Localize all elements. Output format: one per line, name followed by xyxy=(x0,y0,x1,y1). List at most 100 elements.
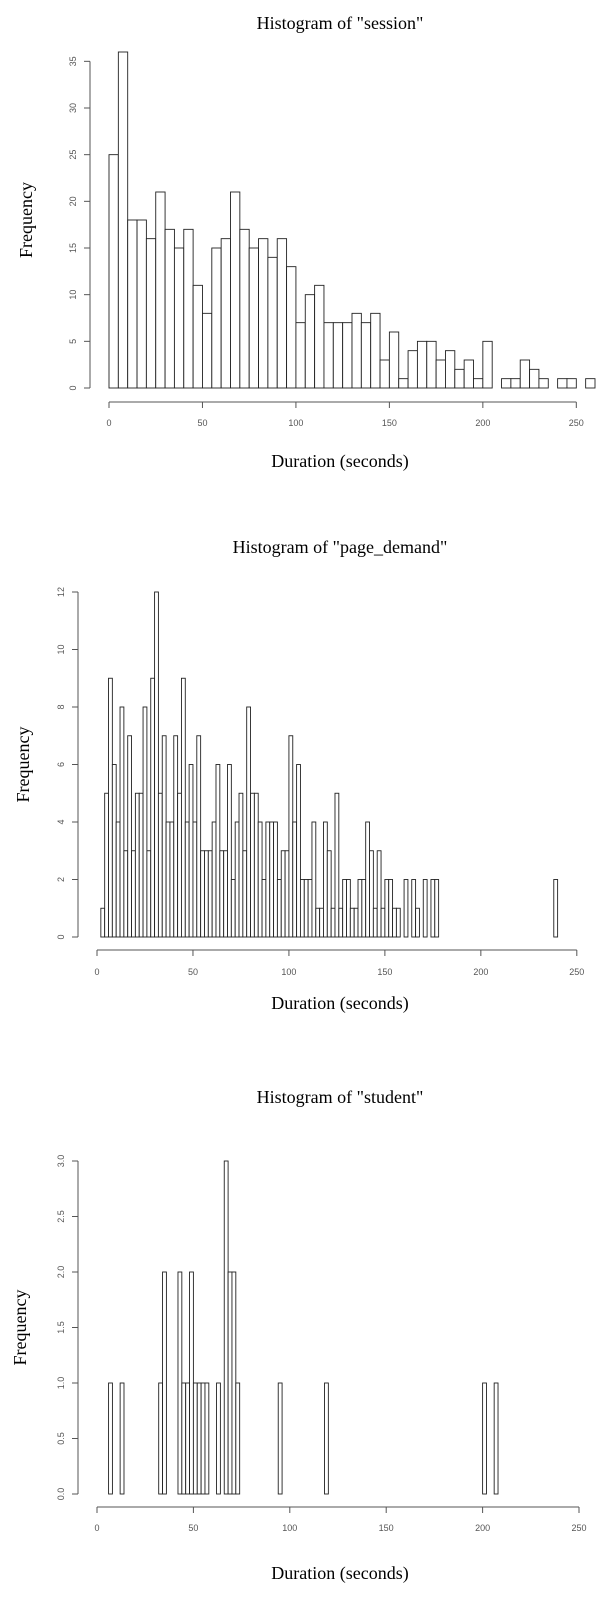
histogram-bar xyxy=(211,247,222,389)
histogram-bar xyxy=(230,879,236,938)
histogram-student-svg: Histogram of "student" Duration (seconds)… xyxy=(10,1087,587,1584)
histogram-bar xyxy=(388,879,394,938)
session-x-tick-label: 100 xyxy=(288,418,303,428)
histogram-bar xyxy=(334,792,340,938)
student-x-tick-label: 50 xyxy=(188,1523,198,1533)
histogram-bar xyxy=(398,378,409,389)
student-y-tick-label: 0.5 xyxy=(56,1432,66,1445)
histogram-bar xyxy=(353,907,359,938)
session-y-tick-label: 35 xyxy=(68,56,78,66)
histogram-bar xyxy=(553,879,559,938)
histogram-bar xyxy=(258,238,269,389)
histogram-bar xyxy=(415,907,420,938)
histogram-session: Histogram of "session" Duration (seconds)… xyxy=(0,0,616,480)
page-demand-y-axis-label: Frequency xyxy=(13,727,33,803)
student-y-tick-label: 3.0 xyxy=(56,1155,66,1168)
histogram-bar xyxy=(215,764,221,938)
histogram-bar xyxy=(250,792,255,938)
histogram-bar xyxy=(280,850,286,938)
histogram-bar xyxy=(392,907,397,938)
histogram-bar xyxy=(342,879,347,938)
student-y-tick-label: 1.0 xyxy=(56,1377,66,1390)
page-demand-x-tick-label: 200 xyxy=(473,967,488,977)
histogram-bar xyxy=(265,821,271,938)
histogram-bar xyxy=(349,907,355,938)
page-demand-title: Histogram of "page_demand" xyxy=(233,537,448,557)
histogram-bar xyxy=(307,879,313,938)
histogram-bar xyxy=(323,821,328,938)
page-demand-y-tick-label: 0 xyxy=(56,934,66,939)
histogram-bar xyxy=(216,1382,221,1495)
histogram-bar xyxy=(181,1382,187,1495)
histogram-bar xyxy=(324,1382,329,1495)
histogram-session-svg: Histogram of "session" Duration (seconds)… xyxy=(16,13,596,472)
histogram-bar xyxy=(261,879,267,938)
page-demand-y-tick-label: 4 xyxy=(56,819,66,824)
histogram-bar xyxy=(123,850,129,938)
histogram-bar xyxy=(162,1271,167,1495)
histogram-bar xyxy=(384,879,390,938)
histogram-bar xyxy=(299,879,305,938)
histogram-bar xyxy=(180,677,186,938)
histogram-bar xyxy=(411,879,417,938)
histogram-bar xyxy=(338,907,344,938)
histogram-bar xyxy=(177,1271,183,1495)
session-y-tick-label: 10 xyxy=(68,290,78,300)
histogram-bar xyxy=(108,677,113,938)
session-x-tick-label: 50 xyxy=(197,418,207,428)
session-bars xyxy=(108,51,596,389)
histogram-bar xyxy=(231,1271,237,1495)
histogram-bar xyxy=(323,322,334,389)
page-demand-y-tick-label: 10 xyxy=(56,644,66,654)
histogram-bar xyxy=(146,850,152,938)
histogram-bar xyxy=(388,331,400,389)
page-demand-y-tick-label: 6 xyxy=(56,762,66,767)
histogram-bar xyxy=(538,378,549,389)
page-demand-x-tick-label: 150 xyxy=(377,967,392,977)
histogram-bar xyxy=(519,359,531,389)
session-y-tick-label: 5 xyxy=(68,339,78,344)
histogram-bar xyxy=(104,792,109,938)
histogram-bar xyxy=(188,764,194,938)
histogram-bar xyxy=(315,907,321,938)
histogram-bar xyxy=(157,792,163,938)
student-y-axis-label: Frequency xyxy=(10,1290,30,1366)
session-y-tick-label: 30 xyxy=(68,103,78,113)
histogram-bar xyxy=(380,907,386,938)
histogram-bar xyxy=(434,879,440,938)
histogram-bar xyxy=(192,1382,198,1495)
session-x-axis-label: Duration (seconds) xyxy=(271,451,408,472)
histogram-bar xyxy=(161,735,167,938)
histogram-bar xyxy=(248,247,259,389)
histogram-bar xyxy=(184,821,190,938)
student-y-tick-label: 1.5 xyxy=(56,1321,66,1334)
histogram-bar xyxy=(219,850,225,938)
histogram-bar xyxy=(200,1382,206,1495)
histogram-bar xyxy=(196,735,202,938)
histogram-bar xyxy=(304,294,316,389)
histogram-bar xyxy=(207,850,213,938)
histogram-bar xyxy=(482,340,493,389)
page-demand-x-tick-label: 0 xyxy=(94,967,99,977)
histogram-bar xyxy=(202,312,213,389)
session-title: Histogram of "session" xyxy=(257,13,424,33)
histogram-bar xyxy=(145,238,157,389)
histogram-bar xyxy=(227,764,232,938)
histogram-bar xyxy=(134,792,140,938)
histogram-bar xyxy=(154,591,159,938)
histogram-bar xyxy=(292,821,298,938)
histogram-bar xyxy=(286,266,297,389)
session-x-tick-label: 0 xyxy=(106,418,111,428)
histogram-bar xyxy=(319,907,324,938)
histogram-bar xyxy=(473,378,484,389)
histogram-bar xyxy=(311,821,317,938)
histogram-bar xyxy=(200,850,205,938)
session-y-axis-label: Frequency xyxy=(16,182,36,258)
student-y-tick-label: 2.5 xyxy=(56,1210,66,1223)
histogram-bar xyxy=(369,850,374,938)
student-y-tick-label: 0.0 xyxy=(56,1488,66,1501)
histogram-bar xyxy=(173,735,179,938)
histogram-bar xyxy=(463,359,474,389)
student-x-axis-label: Duration (seconds) xyxy=(271,1563,408,1584)
page-demand-y-tick-label: 8 xyxy=(56,704,66,709)
